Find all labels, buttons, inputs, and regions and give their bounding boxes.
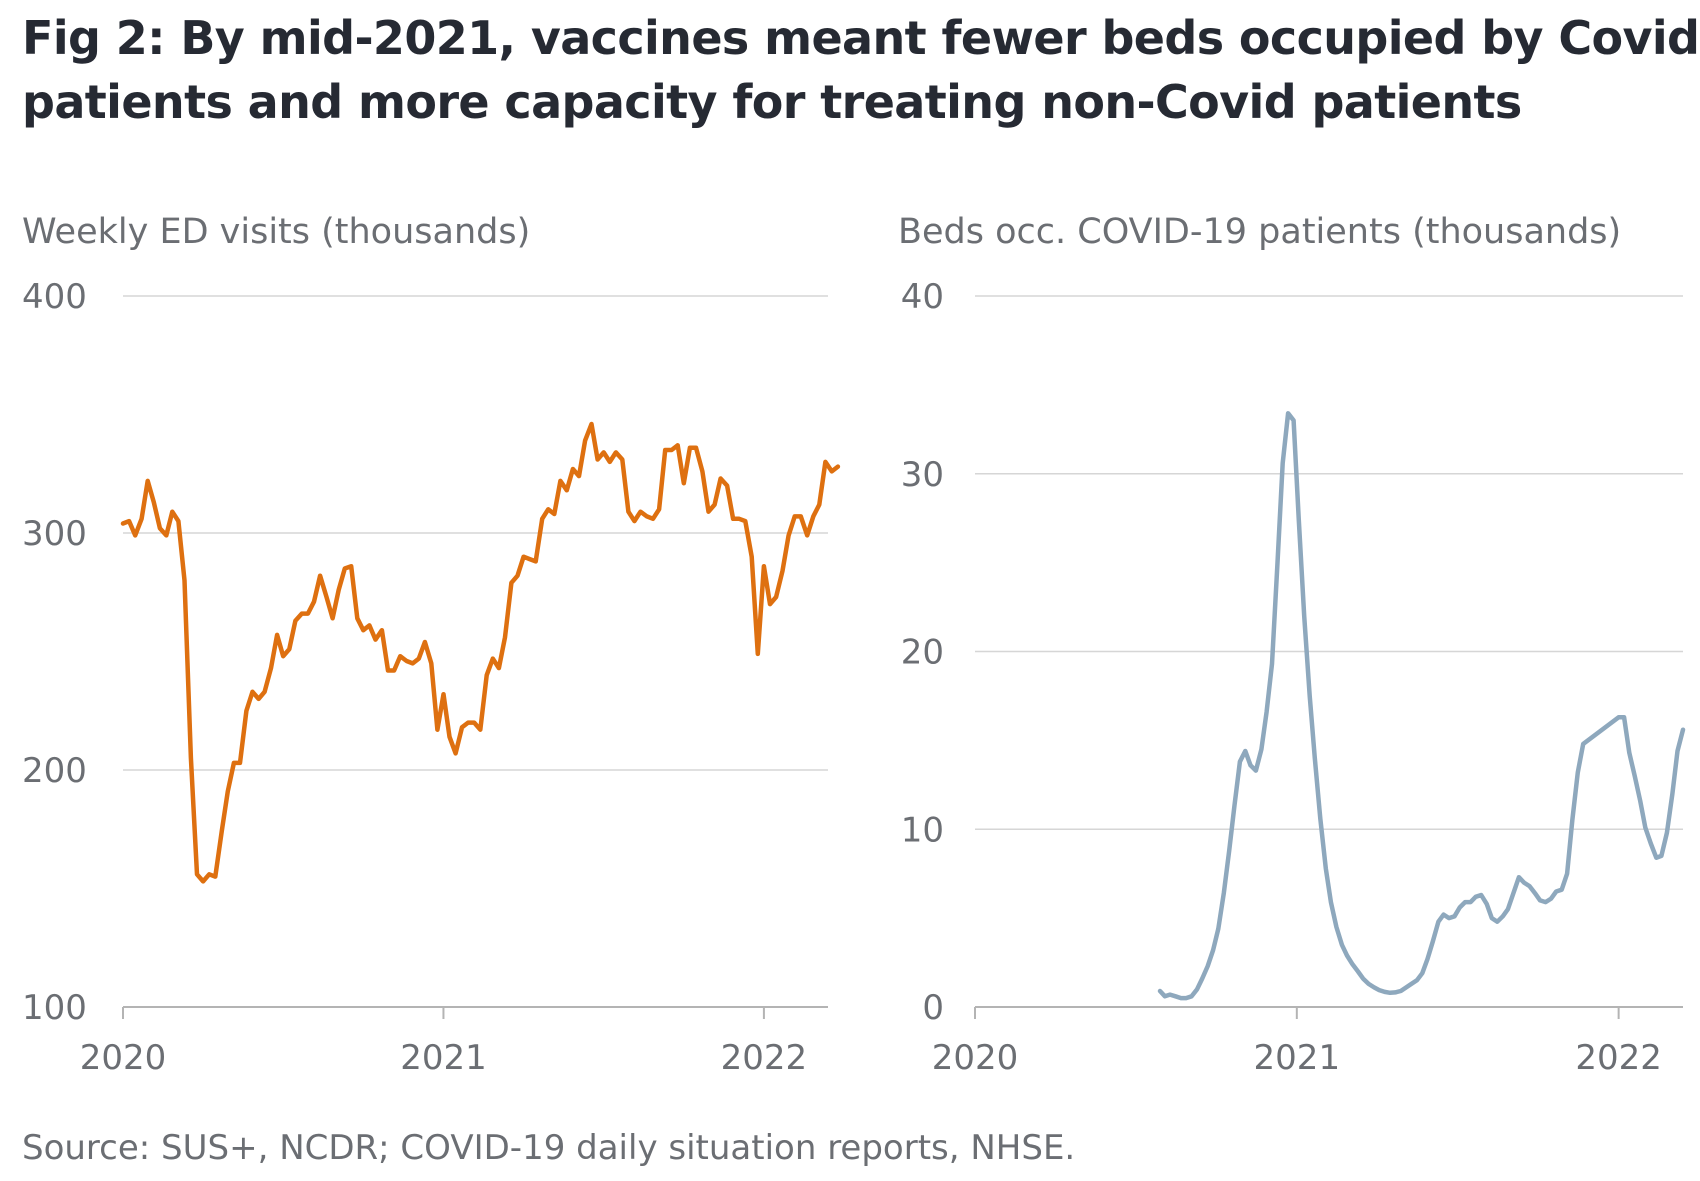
source-note: Source: SUS+, NCDR; COVID-19 daily situa…: [22, 1128, 1076, 1168]
beds-series-line: [1157, 411, 1686, 1001]
figure-title-line-1: Fig 2: By mid-2021, vaccines meant fewer…: [22, 11, 1700, 65]
ed-chart-title: Weekly ED visits (thousands): [22, 212, 530, 252]
ed-series-line: [120, 421, 841, 884]
ed-y-tick-label: 400: [22, 277, 87, 317]
beds-y-tick-label: 0: [922, 988, 944, 1028]
figure-title-line-2: patients and more capacity for treating …: [22, 75, 1522, 129]
figure-title: Fig 2: By mid-2021, vaccines meant fewer…: [22, 6, 1700, 134]
beds-x-tick-label: 2021: [1254, 1038, 1341, 1078]
beds-y-tick-label: 30: [901, 455, 944, 495]
ed-visits-chart: Weekly ED visits (thousands) 100 200 300 400…: [22, 212, 841, 1078]
beds-y-tick-label: 10: [901, 810, 944, 850]
ed-x-tick-label: 2021: [400, 1038, 487, 1078]
ed-y-tick-label: 200: [22, 751, 87, 791]
ed-x-tick-label: 2022: [721, 1038, 808, 1078]
beds-chart-title: Beds occ. COVID-19 patients (thousands): [898, 212, 1621, 252]
ed-y-tick-label: 300: [22, 514, 87, 554]
covid-beds-chart: Beds occ. COVID-19 patients (thousands) 0…: [898, 212, 1686, 1078]
ed-x-tick-label: 2020: [80, 1038, 167, 1078]
beds-y-tick-label: 40: [901, 277, 944, 317]
ed-y-tick-label: 100: [22, 988, 87, 1028]
beds-y-tick-label: 20: [901, 633, 944, 673]
beds-x-tick-label: 2022: [1575, 1038, 1662, 1078]
beds-x-tick-label: 2020: [932, 1038, 1019, 1078]
